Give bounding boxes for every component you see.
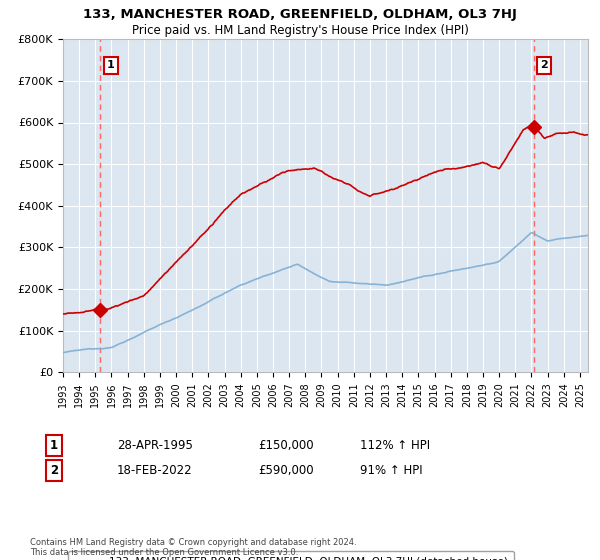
- Text: 28-APR-1995: 28-APR-1995: [117, 438, 193, 452]
- Text: 1: 1: [107, 60, 115, 71]
- Text: 133, MANCHESTER ROAD, GREENFIELD, OLDHAM, OL3 7HJ: 133, MANCHESTER ROAD, GREENFIELD, OLDHAM…: [83, 8, 517, 21]
- Text: 91% ↑ HPI: 91% ↑ HPI: [360, 464, 422, 477]
- Text: Contains HM Land Registry data © Crown copyright and database right 2024.
This d: Contains HM Land Registry data © Crown c…: [30, 538, 356, 557]
- Text: Price paid vs. HM Land Registry's House Price Index (HPI): Price paid vs. HM Land Registry's House …: [131, 24, 469, 36]
- Text: £150,000: £150,000: [258, 438, 314, 452]
- Text: 2: 2: [540, 60, 548, 71]
- Text: 2: 2: [50, 464, 58, 477]
- Text: 18-FEB-2022: 18-FEB-2022: [117, 464, 193, 477]
- Text: 112% ↑ HPI: 112% ↑ HPI: [360, 438, 430, 452]
- Legend: 133, MANCHESTER ROAD, GREENFIELD, OLDHAM, OL3 7HJ (detached house), HPI: Average: 133, MANCHESTER ROAD, GREENFIELD, OLDHAM…: [68, 551, 514, 560]
- Text: £590,000: £590,000: [258, 464, 314, 477]
- Text: 1: 1: [50, 438, 58, 452]
